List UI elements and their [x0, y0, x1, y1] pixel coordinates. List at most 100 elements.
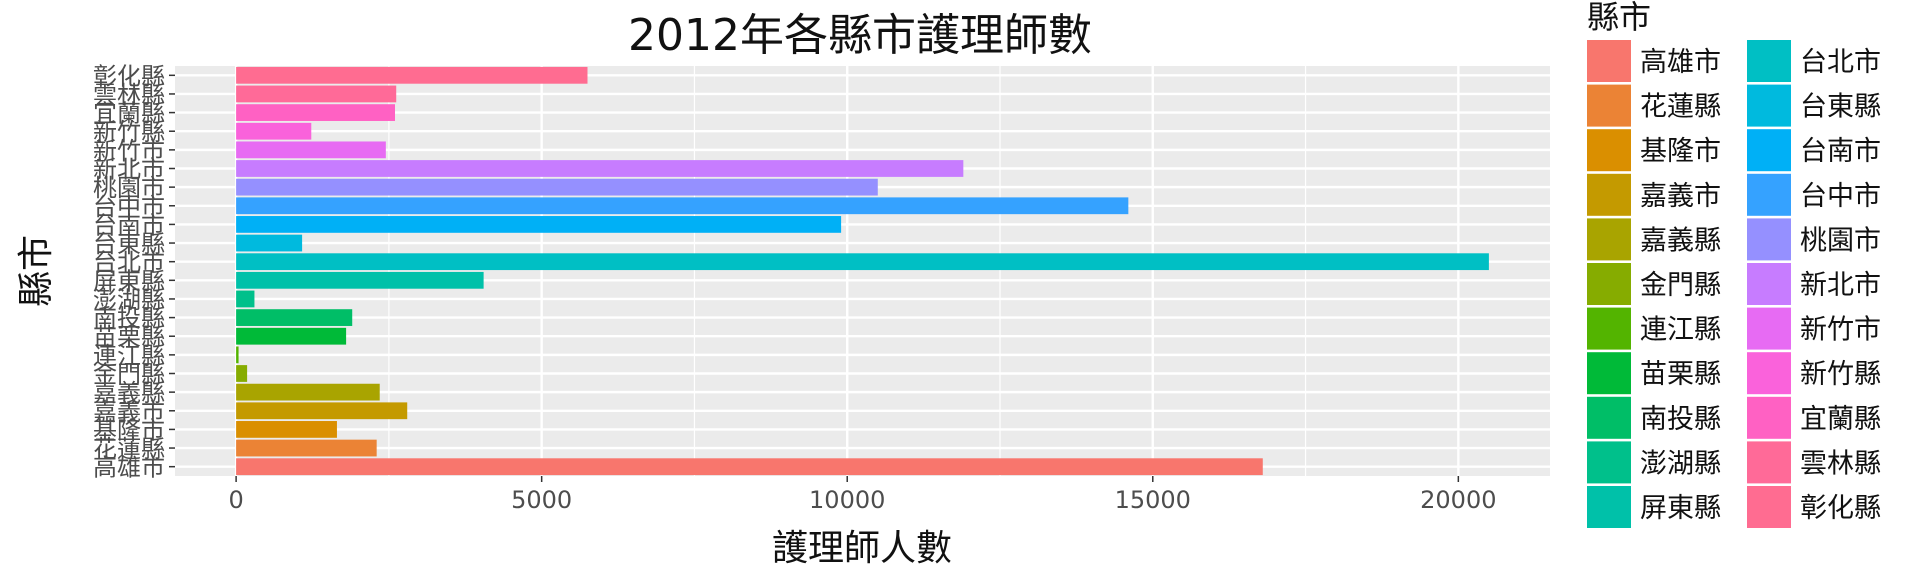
legend-label: 花蓮縣	[1640, 92, 1721, 123]
bar-台中市	[236, 197, 1129, 215]
y-tick-label: 花蓮縣	[93, 435, 165, 463]
legend-label: 連江縣	[1640, 315, 1721, 346]
y-tick-label: 屏東縣	[93, 267, 165, 295]
bar-新竹市	[236, 141, 386, 159]
legend-swatch	[1587, 40, 1631, 82]
legend-label: 嘉義市	[1640, 181, 1721, 212]
y-tick-label: 台北市	[93, 249, 165, 277]
y-tick-label: 新竹市	[93, 137, 165, 165]
legend-label: 台中市	[1800, 181, 1881, 212]
y-tick-label: 基隆市	[93, 416, 165, 444]
y-tick-label: 台東縣	[93, 230, 165, 258]
x-tick-label: 5000	[511, 486, 572, 514]
legend-label: 桃園市	[1800, 225, 1881, 256]
bar-花蓮縣	[236, 439, 377, 457]
y-tick-label: 苗栗縣	[93, 323, 165, 351]
legend-swatch	[1587, 441, 1631, 484]
bar-嘉義市	[236, 402, 408, 420]
bar-桃園市	[236, 178, 878, 196]
legend-label: 南投縣	[1640, 404, 1721, 435]
y-tick-label: 金門縣	[93, 361, 165, 389]
legend-swatch	[1587, 396, 1631, 439]
bar-屏東縣	[236, 271, 484, 289]
y-tick-label: 桃園市	[93, 174, 165, 202]
legend-swatch	[1747, 486, 1791, 528]
legend-swatch	[1587, 218, 1631, 261]
bar-新北市	[236, 160, 964, 177]
legend-swatch	[1587, 129, 1631, 172]
bar-高雄市	[236, 458, 1263, 476]
legend-swatch	[1747, 84, 1791, 127]
legend-swatch	[1587, 84, 1631, 127]
legend-swatch	[1747, 173, 1791, 216]
bar-彰化縣	[236, 66, 588, 84]
legend-label: 金門縣	[1640, 270, 1721, 301]
y-tick-label: 新竹縣	[93, 118, 165, 146]
bar-基隆市	[236, 421, 337, 438]
legend-title: 縣市	[1587, 0, 1651, 36]
legend-swatch	[1747, 352, 1791, 395]
y-axis-ticks: 高雄市花蓮縣基隆市嘉義市嘉義縣金門縣連江縣苗栗縣南投縣澎湖縣屏東縣台北市台東縣台…	[93, 62, 175, 482]
bar-苗栗縣	[236, 327, 347, 345]
legend-swatch	[1587, 486, 1631, 528]
legend-swatch	[1587, 352, 1631, 395]
legend-swatch	[1747, 218, 1791, 261]
x-tick-label: 15000	[1115, 486, 1191, 514]
legend-swatch	[1587, 173, 1631, 216]
legend-label: 台東縣	[1800, 92, 1881, 123]
y-tick-label: 彰化縣	[93, 62, 165, 90]
bar-台南市	[236, 216, 842, 233]
legend-swatch	[1587, 307, 1631, 350]
legend-label: 苗栗縣	[1640, 359, 1721, 390]
legend-swatch	[1747, 263, 1791, 305]
y-tick-label: 澎湖縣	[93, 286, 165, 314]
legend-swatch	[1747, 129, 1791, 172]
legend-label: 宜蘭縣	[1800, 404, 1881, 435]
x-tick-label: 0	[228, 486, 243, 514]
y-tick-label: 連江縣	[93, 342, 165, 370]
bar-台東縣	[236, 234, 303, 252]
bar-金門縣	[236, 365, 248, 382]
y-tick-label: 台南市	[93, 211, 165, 239]
legend-swatch	[1587, 263, 1631, 305]
y-tick-label: 南投縣	[93, 305, 165, 333]
y-tick-label: 宜蘭縣	[93, 100, 165, 128]
legend-label: 台北市	[1800, 47, 1881, 78]
bar-宜蘭縣	[236, 104, 395, 121]
legend-label: 新竹市	[1800, 315, 1881, 346]
bar-澎湖縣	[236, 290, 255, 308]
chart-title: 2012年各縣市護理師數	[628, 10, 1092, 61]
bar-南投縣	[236, 309, 353, 326]
legend-swatch	[1747, 307, 1791, 350]
legend-label: 新竹縣	[1800, 359, 1881, 390]
legend-swatch	[1747, 441, 1791, 484]
y-tick-label: 嘉義市	[93, 398, 165, 426]
bar-嘉義縣	[236, 383, 380, 401]
x-axis-ticks: 0 5000 10000 15000 20000	[228, 476, 1497, 514]
bars	[236, 66, 1489, 476]
legend-label: 雲林縣	[1800, 448, 1881, 479]
legend-swatch	[1747, 40, 1791, 82]
legend-label: 彰化縣	[1800, 493, 1881, 524]
legend-label: 高雄市	[1640, 47, 1721, 78]
x-tick-label: 20000	[1420, 486, 1496, 514]
legend-label: 台南市	[1800, 136, 1881, 167]
bar-連江縣	[236, 346, 239, 364]
legend-swatch	[1747, 396, 1791, 439]
y-tick-label: 高雄市	[93, 454, 165, 482]
legend-label: 嘉義縣	[1640, 225, 1721, 256]
legend-label: 新北市	[1800, 270, 1881, 301]
y-tick-label: 嘉義縣	[93, 379, 165, 407]
bar-雲林縣	[236, 85, 397, 103]
bar-台北市	[236, 253, 1489, 271]
bar-新竹縣	[236, 122, 312, 140]
x-tick-label: 10000	[809, 486, 885, 514]
x-axis-title: 護理師人數	[772, 528, 952, 569]
legend-label: 屏東縣	[1640, 493, 1721, 524]
legend-label: 基隆市	[1640, 136, 1721, 167]
y-tick-label: 台中市	[93, 193, 165, 221]
y-tick-label: 雲林縣	[93, 81, 165, 109]
y-axis-title: 縣市	[16, 235, 57, 307]
